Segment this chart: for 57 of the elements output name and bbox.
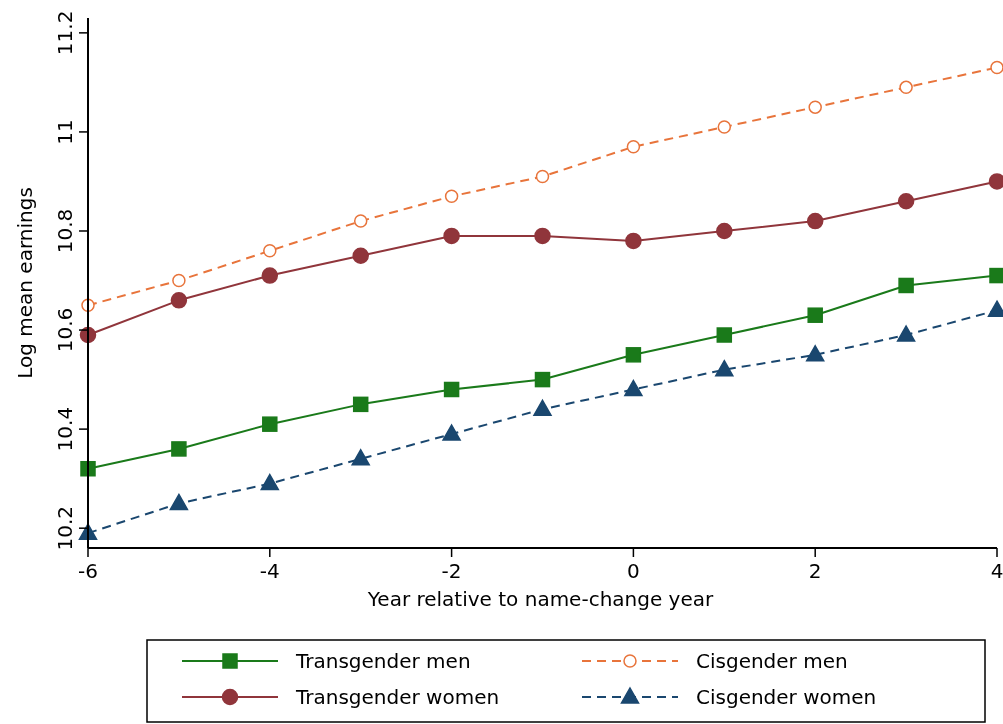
point: [443, 381, 460, 398]
point: [170, 292, 188, 309]
point: [172, 273, 186, 288]
point: [625, 232, 642, 250]
x-tick-label: 0: [627, 559, 640, 583]
point: [625, 347, 642, 363]
point: [534, 227, 551, 245]
point: [352, 247, 369, 265]
point: [717, 120, 732, 134]
point: [442, 424, 461, 441]
y-tick-label: 10.2: [53, 505, 77, 551]
y-tick-label: 10.8: [53, 208, 77, 254]
legend-label: Cisgender men: [696, 649, 848, 673]
point: [715, 359, 734, 377]
point: [351, 449, 370, 466]
point: [444, 189, 459, 204]
point: [352, 396, 369, 413]
point: [533, 399, 552, 417]
y-tick-label: 10.6: [53, 307, 77, 353]
legend-label: Cisgender women: [696, 685, 877, 709]
point: [263, 244, 277, 258]
point: [805, 345, 825, 362]
point: [534, 371, 551, 388]
x-tick-label: -4: [259, 559, 280, 583]
legend-label: Transgender men: [295, 649, 471, 673]
point: [626, 140, 641, 154]
point: [808, 100, 822, 114]
y-tick-label: 11.2: [53, 10, 77, 56]
point: [896, 325, 916, 342]
point: [716, 327, 733, 343]
point: [443, 227, 460, 245]
x-tick-label: -6: [78, 559, 98, 583]
y-tick-label: 11: [53, 119, 77, 145]
point: [989, 267, 1003, 284]
x-axis-title: Year relative to name-change year: [366, 587, 714, 611]
point: [897, 193, 915, 210]
point: [171, 441, 187, 457]
x-tick-label: 2: [808, 559, 822, 583]
point: [988, 173, 1003, 190]
x-tick-label: 4: [990, 559, 1003, 583]
point: [898, 277, 914, 294]
point: [624, 379, 643, 397]
point: [262, 416, 278, 432]
point: [716, 222, 733, 240]
point: [535, 169, 550, 184]
y-tick-label: 10.4: [53, 406, 77, 452]
legend-label: Transgender women: [295, 685, 500, 709]
y-axis-title: Log mean earnings: [13, 187, 37, 379]
x-tick-label: -2: [441, 559, 462, 583]
point: [899, 80, 913, 95]
point: [169, 493, 189, 511]
point: [806, 212, 824, 230]
point: [990, 60, 1003, 75]
point: [261, 267, 279, 284]
point: [353, 214, 368, 228]
point: [807, 307, 823, 323]
point: [260, 473, 280, 491]
